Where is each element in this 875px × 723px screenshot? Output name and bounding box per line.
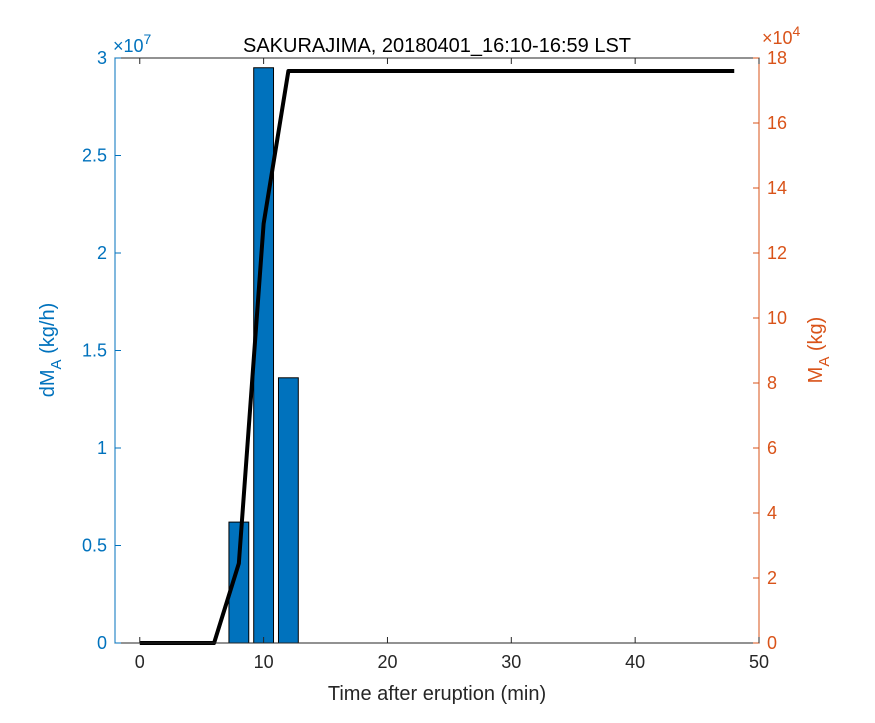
right-tick-label-6: 12 — [767, 243, 787, 263]
right-tick-label-2: 4 — [767, 503, 777, 523]
x-tick-label-4: 40 — [625, 652, 645, 672]
bars-layer — [228, 67, 299, 644]
left-tick-label-3: 1.5 — [82, 341, 107, 361]
left-axis-label: dMA (kg/h) — [37, 303, 65, 398]
left-tick-label-0: 0 — [97, 633, 107, 653]
left-tick-label-4: 2 — [97, 243, 107, 263]
plot-background — [115, 58, 759, 643]
left-tick-label-6: 3 — [97, 48, 107, 68]
x-axis: 0 10 20 30 40 50 — [135, 58, 769, 672]
right-axis-multiplier: ×104 — [762, 23, 801, 48]
chart-title: SAKURAJIMA, 20180401_16:10-16:59 LST — [243, 35, 631, 57]
right-y-axis: 0 2 4 6 8 10 12 14 16 18 — [753, 48, 787, 653]
left-tick-label-2: 1 — [97, 438, 107, 458]
right-tick-label-7: 14 — [767, 178, 787, 198]
right-tick-label-8: 16 — [767, 113, 787, 133]
right-tick-label-5: 10 — [767, 308, 787, 328]
bar-2 — [277, 377, 299, 644]
x-tick-label-0: 0 — [135, 652, 145, 672]
left-tick-label-1: 0.5 — [82, 536, 107, 556]
right-axis-label: MA (kg) — [805, 317, 833, 384]
right-tick-label-9: 18 — [767, 48, 787, 68]
x-tick-label-3: 30 — [501, 652, 521, 672]
x-tick-label-5: 50 — [749, 652, 769, 672]
x-tick-label-1: 10 — [254, 652, 274, 672]
left-axis-multiplier: ×107 — [113, 31, 152, 56]
right-tick-label-1: 2 — [767, 568, 777, 588]
right-tick-label-4: 8 — [767, 373, 777, 393]
left-tick-label-5: 2.5 — [82, 146, 107, 166]
bar-1 — [253, 67, 275, 644]
left-y-axis: 0 0.5 1 1.5 2 2.5 3 — [82, 48, 121, 653]
right-tick-label-3: 6 — [767, 438, 777, 458]
x-axis-label: Time after eruption (min) — [328, 683, 546, 705]
x-tick-label-2: 20 — [377, 652, 397, 672]
plot-area — [114, 57, 760, 645]
right-tick-label-0: 0 — [767, 633, 777, 653]
